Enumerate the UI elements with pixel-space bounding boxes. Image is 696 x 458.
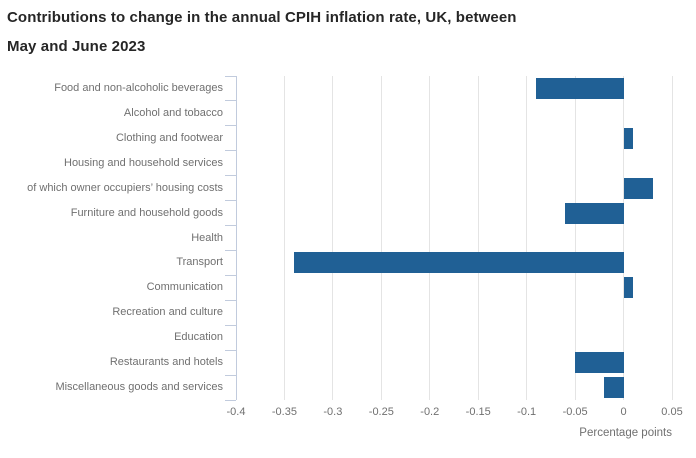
y-axis-tick [225, 150, 236, 152]
category-label: Restaurants and hotels [109, 356, 223, 369]
x-tick-label: -0.25 [368, 406, 394, 418]
x-axis-label: Percentage points [579, 427, 672, 439]
category-label: Clothing and footwear [115, 131, 223, 144]
y-axis-tick [225, 125, 236, 127]
gridline [623, 76, 625, 400]
y-axis-tick [225, 249, 236, 251]
y-axis-tick [225, 374, 236, 376]
chart-title-line-1: Contributions to change in the annual CP… [7, 9, 517, 26]
x-tick-label: -0.4 [226, 406, 246, 418]
bar [565, 202, 624, 224]
x-tick-label: -0.35 [271, 406, 297, 418]
x-tick-label: -0.3 [323, 406, 343, 418]
x-tick-label: -0.1 [517, 406, 537, 418]
gridline [283, 76, 285, 400]
category-label: of which owner occupiers’ housing costs [27, 181, 223, 194]
chart-title-line-2: May and June 2023 [7, 38, 146, 55]
category-label: Alcohol and tobacco [123, 106, 223, 119]
category-label: Furniture and household goods [70, 206, 223, 219]
y-axis-tick [225, 399, 236, 401]
gridline [477, 76, 479, 400]
category-label: Housing and household services [64, 156, 223, 169]
y-axis-tick [225, 274, 236, 276]
bar [575, 352, 624, 374]
y-axis-tick [225, 100, 236, 102]
category-label: Communication [146, 281, 223, 294]
y-axis-tick [225, 299, 236, 301]
category-label: Health [191, 231, 223, 244]
bar [604, 377, 624, 398]
x-tick-label: -0.05 [562, 406, 588, 418]
gridline [332, 76, 334, 400]
category-label: Recreation and culture [112, 306, 223, 319]
chart-title: Contributions to change in the annual CP… [7, 3, 517, 61]
y-axis-tick [225, 324, 236, 326]
bar [294, 252, 624, 274]
y-axis-tick [225, 349, 236, 351]
bar [623, 277, 634, 299]
bar [623, 127, 634, 149]
category-label: Transport [176, 256, 223, 269]
x-tick-label: 0.05 [661, 406, 683, 418]
category-label: Education [174, 331, 223, 344]
y-axis-tick [225, 175, 236, 177]
x-tick-label: -0.15 [465, 406, 491, 418]
y-axis-tick [225, 200, 236, 202]
x-tick-label: 0 [620, 406, 627, 418]
y-axis-tick [225, 225, 236, 227]
gridline [671, 76, 673, 400]
category-label: Miscellaneous goods and services [55, 381, 223, 394]
gridline [526, 76, 528, 400]
gridline [574, 76, 576, 400]
bar [536, 78, 624, 99]
y-axis-tick [225, 75, 236, 77]
y-axis-line [235, 76, 237, 400]
category-label: Food and non-alcoholic beverages [54, 82, 223, 94]
x-tick-label: -0.2 [420, 406, 440, 418]
gridline [380, 76, 382, 400]
bar [623, 177, 653, 199]
gridline [429, 76, 431, 400]
